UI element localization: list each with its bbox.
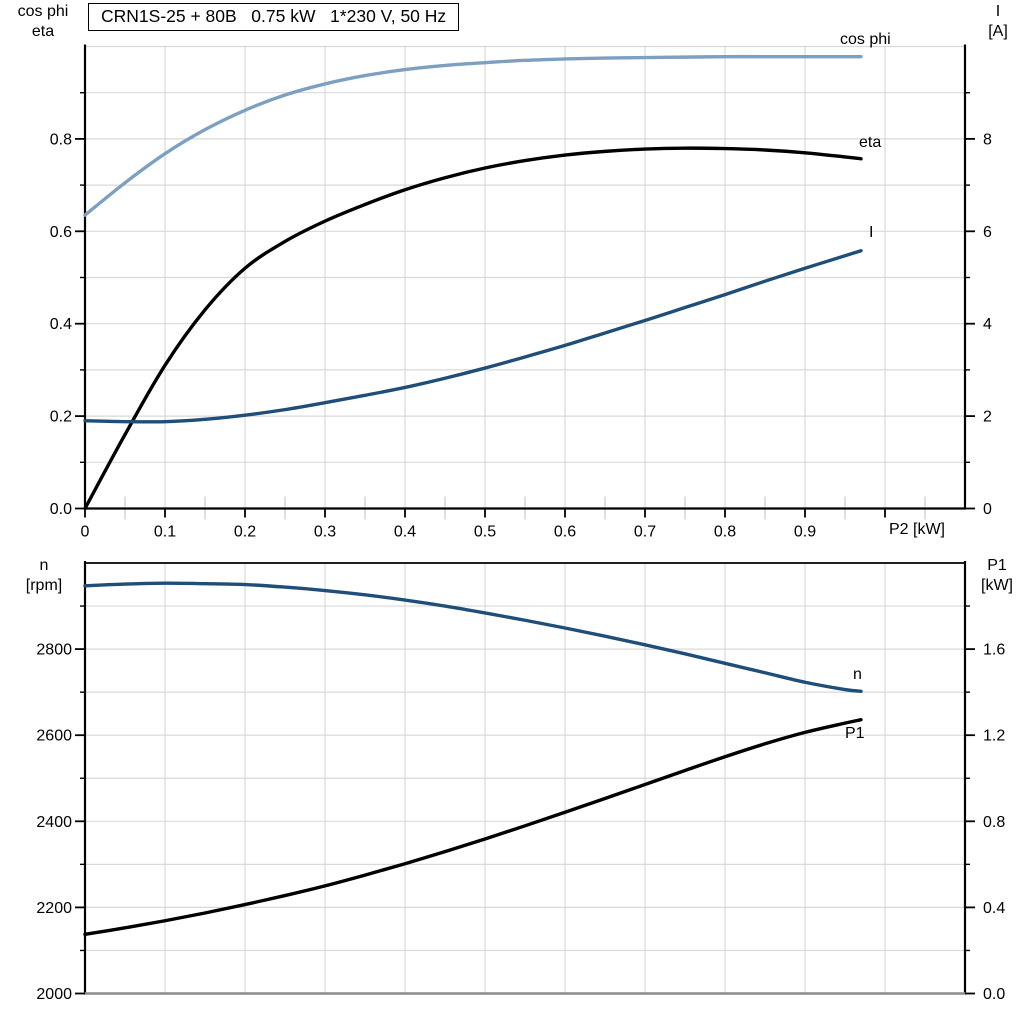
- axis-title-line: [A]: [988, 23, 1008, 40]
- right-tick-label: 0.8: [983, 814, 1005, 831]
- left-tick-label: 2600: [36, 728, 72, 745]
- axis-title-line: [rpm]: [25, 577, 63, 594]
- left-tick-label: 0.0: [50, 501, 72, 518]
- axis-title-line: [kW]: [981, 577, 1013, 594]
- x-tick-label: 0.8: [714, 524, 736, 541]
- curve-P1: [83, 718, 863, 937]
- x-tick-label: 0.4: [394, 524, 416, 541]
- curve-label-P1: P1: [845, 725, 865, 742]
- x-tick-label: 0.9: [794, 524, 816, 541]
- chart-title: CRN1S-25 + 80B 0.75 kW 1*230 V, 50 Hz: [88, 3, 460, 31]
- curve-I: [83, 249, 863, 424]
- axis-title-line: I: [995, 3, 1001, 20]
- x-axis-title: P2 [kW]: [888, 521, 945, 538]
- right-tick-label: 1.2: [983, 728, 1005, 745]
- curve-cos-phi: [83, 54, 863, 217]
- curve-label-cos-phi: cos phi: [840, 31, 891, 48]
- left-tick-label: 2000: [36, 986, 72, 1003]
- curve-label-eta: eta: [859, 134, 881, 151]
- curve-label-I: I: [869, 224, 873, 241]
- right-tick-label: 0: [983, 501, 992, 518]
- left-tick-label: 0.2: [50, 409, 72, 426]
- axis-title-line: cos phi: [17, 3, 69, 20]
- x-tick-label: 0.7: [634, 524, 656, 541]
- x-tick-label: 0.1: [154, 524, 176, 541]
- right-tick-label: 8: [983, 131, 992, 148]
- bottom-left-axis-title: n [rpm]: [6, 556, 82, 596]
- x-tick-label: 0.2: [234, 524, 256, 541]
- axis-title-line: eta: [31, 23, 55, 40]
- left-tick-label: 2400: [36, 814, 72, 831]
- left-tick-label: 0.6: [50, 224, 72, 241]
- curve-n: [83, 581, 863, 693]
- left-tick-label: 2200: [36, 900, 72, 917]
- x-tick-label: 0.6: [554, 524, 576, 541]
- x-tick-label: 0.5: [474, 524, 496, 541]
- right-tick-label: 1.6: [983, 642, 1005, 659]
- curve-eta: [83, 146, 863, 511]
- x-tick-label: 0.3: [314, 524, 336, 541]
- left-tick-label: 2800: [36, 642, 72, 659]
- right-tick-label: 0.4: [983, 900, 1005, 917]
- axis-title-line: n: [39, 557, 49, 574]
- bottom-right-axis-title: P1 [kW]: [972, 556, 1022, 596]
- right-tick-label: 0.0: [983, 986, 1005, 1003]
- right-tick-label: 4: [983, 316, 992, 333]
- curve-label-n: n: [853, 666, 862, 683]
- right-tick-label: 2: [983, 409, 992, 426]
- axis-title-line: P1: [987, 557, 1007, 574]
- x-tick-label: 0: [81, 524, 90, 541]
- top-left-axis-title: cos phi eta: [2, 2, 84, 42]
- left-tick-label: 0.4: [50, 316, 72, 333]
- top-right-axis-title: I [A]: [975, 2, 1021, 42]
- right-tick-label: 6: [983, 224, 992, 241]
- left-tick-label: 0.8: [50, 131, 72, 148]
